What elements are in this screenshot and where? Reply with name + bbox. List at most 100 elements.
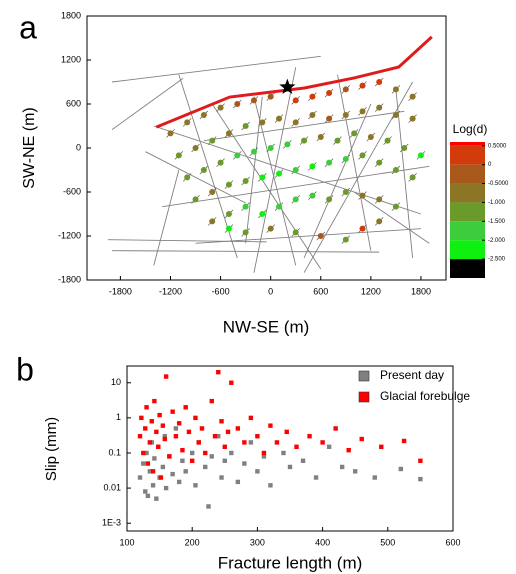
station-point [225, 181, 232, 188]
data-point [222, 458, 227, 463]
data-point [225, 429, 231, 435]
data-point [353, 469, 358, 474]
station-point [401, 145, 408, 151]
station-point [342, 86, 349, 93]
data-point [235, 479, 241, 485]
data-point [186, 429, 192, 435]
y-tick-label: 0 [76, 142, 81, 152]
data-point [261, 454, 267, 459]
data-point [418, 476, 423, 482]
station-point [250, 148, 257, 155]
station-point [359, 152, 366, 159]
fracture [162, 165, 430, 208]
data-point [281, 450, 286, 456]
data-point [261, 450, 267, 456]
data-point [154, 496, 159, 501]
colorbar-tick-label: -1.000 [488, 200, 506, 206]
data-point [203, 450, 208, 456]
data-point [313, 475, 319, 480]
data-point [144, 450, 149, 456]
data-point [170, 471, 175, 477]
data-point [150, 469, 156, 474]
fracture [112, 250, 380, 253]
y-tick-label: 0.1 [108, 447, 121, 457]
data-point [287, 464, 293, 470]
station-point [209, 218, 216, 225]
x-tick-label: 0 [268, 286, 273, 296]
data-point [333, 426, 338, 431]
panel-label: b [16, 351, 34, 387]
data-point [143, 489, 148, 494]
y-tick-label: -600 [63, 186, 81, 196]
station-point [292, 119, 299, 126]
data-point [219, 419, 224, 424]
data-point [160, 464, 166, 470]
colorbar-band [450, 240, 485, 260]
data-point [173, 434, 179, 439]
station-point [242, 203, 249, 210]
station-point [259, 211, 266, 217]
station-point [292, 196, 299, 203]
colorbar-tick-label: -0.5000 [488, 181, 509, 187]
x-axis-label: NW-SE (m) [223, 317, 310, 336]
legend-swatch [358, 370, 370, 382]
plot-frame [86, 15, 447, 281]
data-point [248, 415, 254, 421]
data-point [190, 458, 195, 463]
fracture [337, 74, 372, 251]
fracture [107, 239, 267, 243]
station-point [326, 196, 333, 203]
fracture [253, 67, 297, 273]
data-point [379, 444, 384, 449]
x-tick-label: 1800 [411, 286, 431, 296]
data-point [180, 458, 185, 463]
y-axis-label: SW-NE (m) [21, 107, 38, 188]
y-tick-label: -1200 [58, 230, 81, 240]
y-axis-label: Slip (mm) [43, 417, 60, 481]
data-point [222, 444, 227, 449]
x-tick-label: 500 [380, 537, 395, 547]
star-marker [279, 78, 296, 95]
data-point [139, 415, 144, 421]
station-point [392, 203, 399, 210]
data-point [145, 493, 151, 499]
x-tick-label: 200 [185, 537, 200, 547]
station-point [267, 93, 274, 100]
station-point [409, 174, 416, 181]
legend-label: Present day [380, 368, 444, 382]
station-point [384, 137, 391, 144]
station-point [342, 236, 349, 243]
station-point [359, 82, 366, 89]
x-tick-label: 600 [445, 537, 460, 547]
plot-frame [126, 365, 454, 532]
station-point [392, 167, 399, 173]
data-point [326, 444, 332, 449]
station-point [225, 225, 232, 232]
x-tick-label: 100 [119, 537, 134, 547]
fault-line [155, 35, 433, 129]
data-point [209, 398, 214, 404]
station-point [200, 167, 207, 173]
station-point [309, 93, 316, 100]
x-tick-label: 1200 [361, 286, 381, 296]
data-point [190, 450, 195, 456]
colorbar-tick-label: -2.500 [488, 257, 506, 263]
station-point [334, 137, 341, 144]
station-point [276, 203, 283, 210]
legend-swatch [358, 391, 370, 403]
data-point [193, 483, 198, 488]
data-point [199, 426, 205, 431]
station-point [284, 141, 291, 148]
data-point [418, 458, 423, 463]
station-point [392, 112, 399, 118]
data-point [401, 438, 407, 444]
station-point [292, 167, 299, 173]
data-point [183, 469, 188, 474]
station-point [167, 130, 174, 137]
data-point [346, 448, 351, 453]
colorbar-tick-label: 0.5000 [488, 143, 507, 149]
data-point [294, 444, 299, 449]
data-point [137, 434, 143, 439]
data-point [268, 423, 273, 428]
station-point [376, 79, 383, 85]
